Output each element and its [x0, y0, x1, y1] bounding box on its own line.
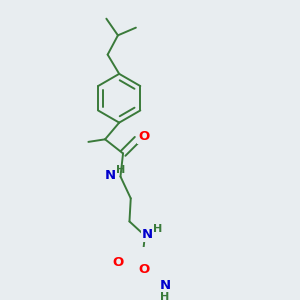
- Text: N: N: [105, 169, 116, 182]
- Text: O: O: [138, 263, 149, 277]
- Text: H: H: [160, 292, 170, 300]
- Text: O: O: [138, 130, 149, 143]
- Text: O: O: [112, 256, 124, 269]
- Text: N: N: [160, 279, 171, 292]
- Text: H: H: [116, 165, 125, 175]
- Text: N: N: [142, 228, 153, 241]
- Text: H: H: [153, 224, 162, 234]
